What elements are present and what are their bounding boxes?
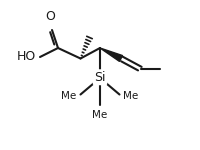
Text: O: O (46, 10, 55, 23)
Text: Me: Me (92, 110, 108, 120)
Text: Me: Me (123, 91, 138, 101)
Text: HO: HO (16, 51, 36, 63)
Text: Me: Me (62, 91, 77, 101)
Polygon shape (100, 48, 122, 61)
Text: Si: Si (94, 71, 106, 84)
